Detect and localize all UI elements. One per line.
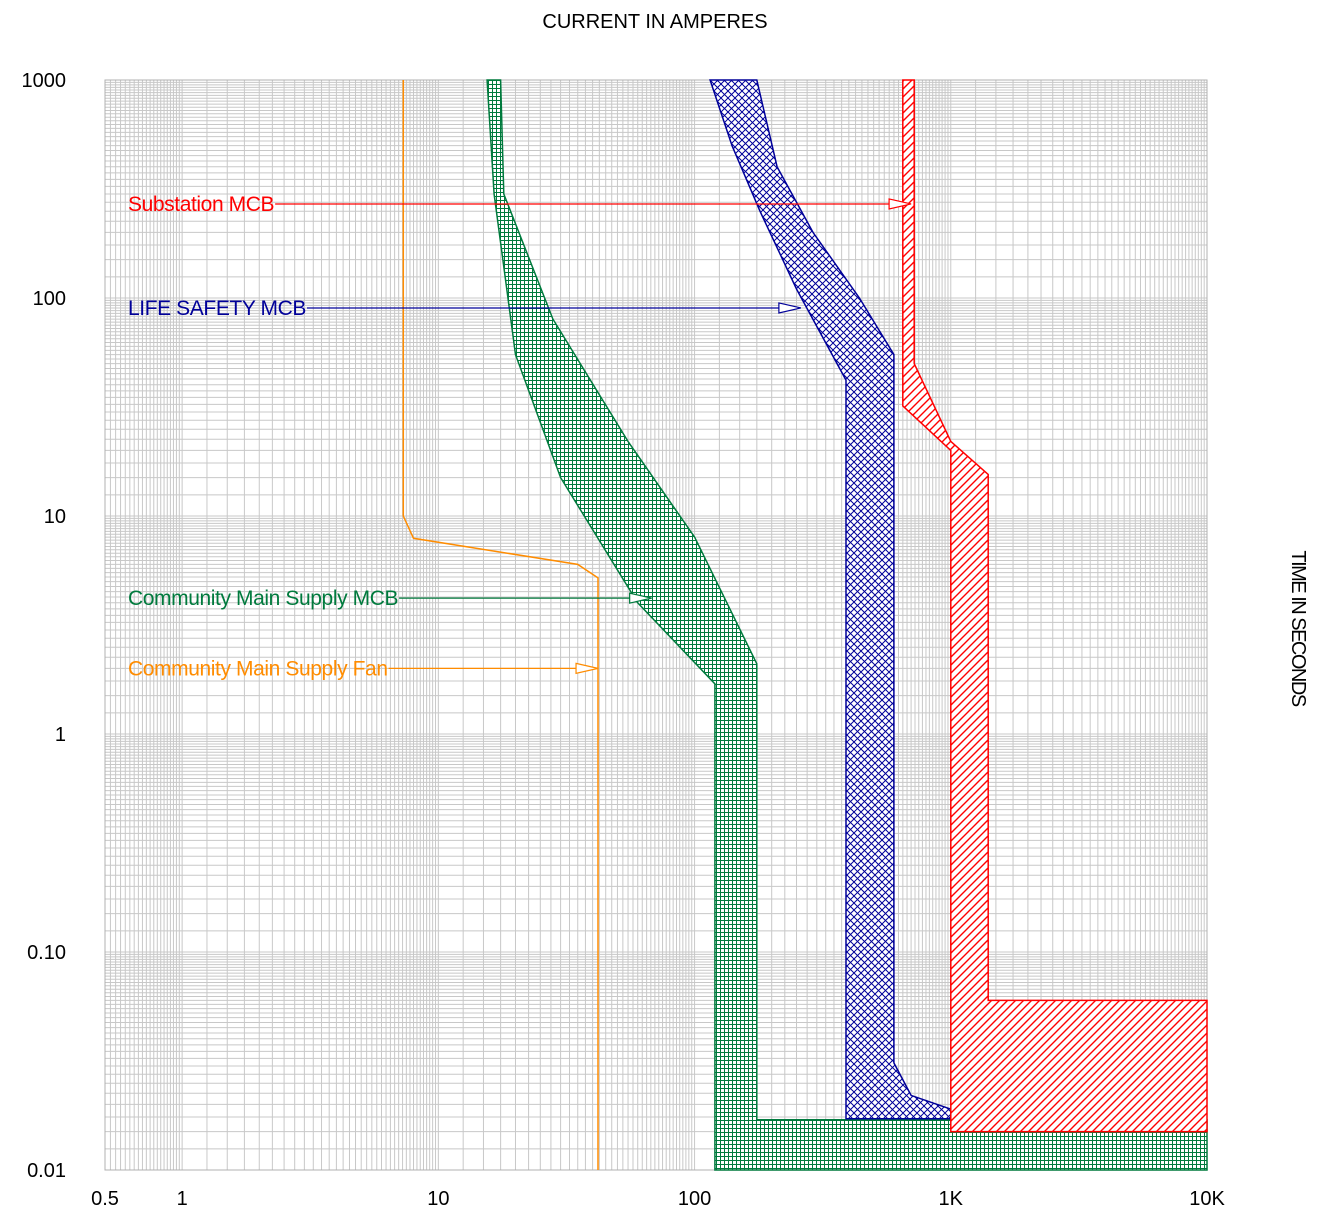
- leader-arrowhead: [778, 302, 802, 314]
- plot-frame: [104, 79, 1208, 1171]
- leader-arrowhead: [575, 662, 599, 675]
- x-tick-label: 1: [177, 1188, 188, 1210]
- x-tick-label: 100: [678, 1188, 711, 1210]
- y-axis-label: TIME IN SECONDS: [1287, 550, 1309, 706]
- series-layer: [402, 79, 1208, 1171]
- y-tick-label: 0.01: [27, 1160, 66, 1182]
- band-life-safety-mcb: [709, 79, 952, 1120]
- y-tick-label: 0.10: [27, 942, 66, 964]
- y-tick-label: 100: [33, 288, 66, 310]
- chart-title: CURRENT IN AMPERES: [542, 11, 767, 33]
- series-label: Community Main Supply Fan: [128, 657, 388, 680]
- series-label: Community Main Supply MCB: [128, 587, 398, 610]
- annotation-layer: Substation MCB LIFE SAFETY MCB Community M…: [128, 193, 912, 680]
- x-tick-label: 10: [427, 1188, 449, 1210]
- leader-arrowhead: [629, 592, 652, 604]
- x-tick-label: 0.5: [91, 1188, 119, 1210]
- y-tick-label: 1: [55, 724, 66, 746]
- band-substation-mcb: [902, 79, 1208, 1133]
- y-tick-label: 10: [44, 506, 66, 528]
- tick-labels: 0.5 1 10 100 1K 10K 1000 100 10 1 0.10 0.01: [22, 70, 1226, 1210]
- x-tick-label: 10K: [1189, 1188, 1225, 1210]
- curve-community-main-supply-fan: [402, 80, 599, 1170]
- x-tick-label: 1K: [939, 1188, 964, 1210]
- series-label: Substation MCB: [128, 193, 274, 216]
- series-label: LIFE SAFETY MCB: [128, 297, 306, 320]
- y-tick-label: 1000: [22, 70, 67, 92]
- leader-arrowhead: [888, 198, 912, 210]
